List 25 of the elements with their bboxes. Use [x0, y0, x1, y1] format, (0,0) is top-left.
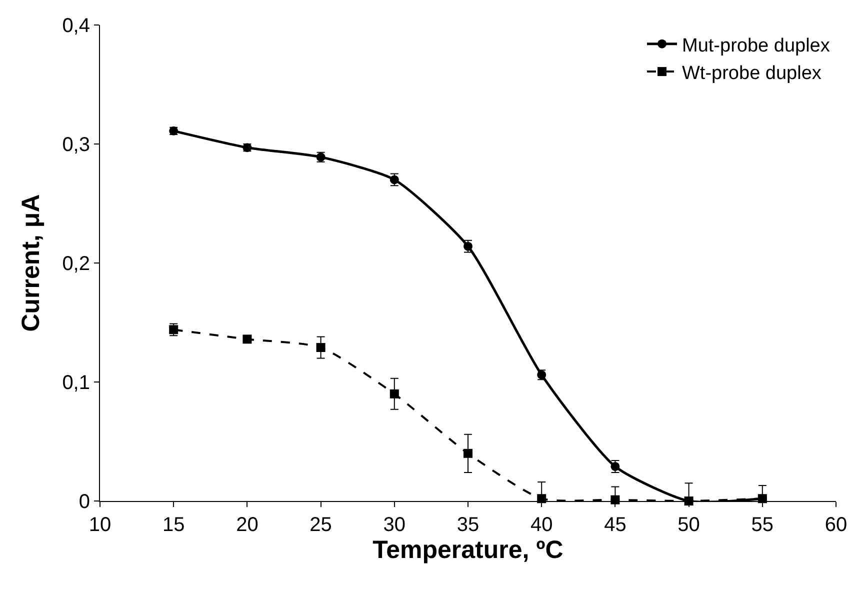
- x-tick-label: 55: [751, 514, 774, 536]
- x-tick-label: 40: [530, 514, 553, 536]
- x-tick-label: 50: [678, 514, 700, 536]
- point: [316, 342, 326, 352]
- y-tick-label: 0,1: [62, 372, 90, 394]
- legend-label: Wt-probe duplex: [682, 62, 822, 84]
- x-tick-label: 30: [383, 514, 406, 536]
- y-tick-label: 0,2: [62, 253, 90, 275]
- point: [242, 334, 252, 344]
- x-axis-title: Temperature, ºC: [372, 536, 564, 564]
- legend-label: Mut-probe duplex: [682, 35, 830, 56]
- point: [758, 494, 767, 504]
- x-tick-label: 35: [456, 514, 480, 536]
- y-tick-label: 0,4: [62, 15, 90, 37]
- x-tick-label: 45: [604, 514, 626, 536]
- y-tick-label: 0: [78, 491, 90, 513]
- y-tick-label: 0,3: [62, 134, 90, 156]
- x-tick-label: 60: [824, 514, 848, 536]
- x-tick-label: 20: [236, 514, 258, 536]
- y-axis-title: Current, μA: [16, 194, 45, 332]
- x-tick-label: 10: [88, 514, 112, 536]
- point: [464, 448, 472, 458]
- x-tick-label: 25: [310, 514, 332, 536]
- x-tick-label: 15: [162, 514, 185, 536]
- point: [390, 389, 399, 398]
